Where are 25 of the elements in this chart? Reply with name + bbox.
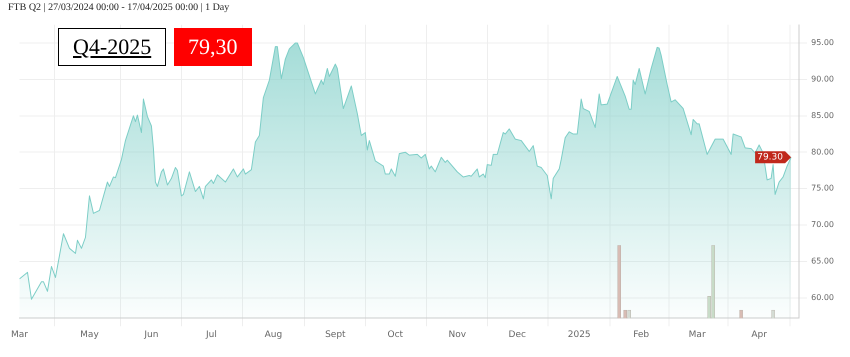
x-tick-label: Jun xyxy=(143,330,158,340)
annotation: Q4-2025 xyxy=(58,28,166,66)
x-tick-label: 2025 xyxy=(568,330,591,340)
y-tick-label: 70.00 xyxy=(811,220,834,230)
y-tick-label: 90.00 xyxy=(811,74,834,84)
y-tick-label: 85.00 xyxy=(811,110,834,120)
annotation: 79,30 xyxy=(174,28,252,66)
x-tick-label: Mar xyxy=(11,330,28,340)
x-tick-label: Dec xyxy=(508,330,526,340)
x-tick-label: Oct xyxy=(388,330,404,340)
y-tick-label: 60.00 xyxy=(811,292,834,302)
x-tick-label: Apr xyxy=(751,330,768,340)
x-tick-label: Jul xyxy=(204,330,217,340)
x-tick-label: Nov xyxy=(448,330,467,340)
x-tick-label: Aug xyxy=(264,330,282,340)
y-tick-label: 80.00 xyxy=(811,147,834,156)
y-tick-label: 75.00 xyxy=(811,184,834,193)
y-tick-label: 95.00 xyxy=(811,38,834,48)
x-tick-label: Mar xyxy=(688,330,706,340)
y-tick-label: 65.00 xyxy=(811,256,834,266)
annotation: 79.30 xyxy=(757,152,784,163)
x-tick-label: May xyxy=(80,330,100,340)
chart-title: FTB Q2 | 27/03/2024 00:00 - 17/04/2025 00:00 | 1 Day xyxy=(8,2,230,15)
x-tick-label: Sept xyxy=(325,330,346,340)
x-tick-label: Feb xyxy=(633,330,650,340)
